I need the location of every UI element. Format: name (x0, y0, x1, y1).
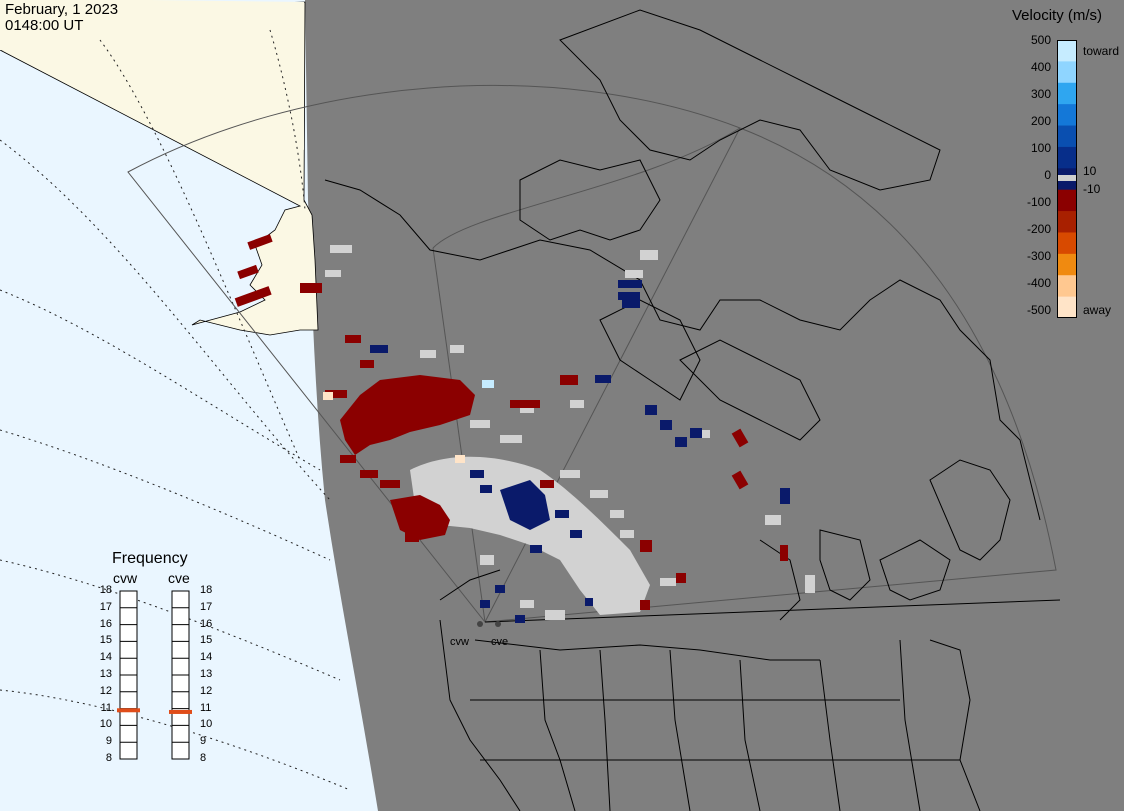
frequency-tick-label: 8 (200, 752, 207, 764)
frequency-tick-label: 18 (99, 584, 112, 596)
colorbar-segment (1057, 40, 1077, 62)
frequency-bars (117, 590, 192, 760)
colorbar-segment (1057, 125, 1077, 148)
frequency-tick-label: 17 (200, 600, 213, 613)
frequency-tick-label: 11 (200, 701, 212, 714)
velocity-tick-label: -300 (1026, 249, 1051, 263)
date-label: February, 1 2023 (5, 1, 119, 18)
coastlines (324, 9, 1061, 811)
velocity-tick-label: -200 (1026, 222, 1051, 236)
colorbar-segment (1057, 296, 1077, 318)
colorbar-segment (1057, 275, 1077, 298)
frequency-title: Frequency (112, 550, 188, 567)
radar-cve-label: cve (168, 570, 190, 586)
velocity-away (234, 234, 788, 610)
frequency-tick-label: 8 (105, 752, 112, 764)
colorbar-segment (1057, 211, 1077, 233)
frequency-indicator (169, 709, 192, 714)
colorbar-zero-band (1057, 175, 1077, 181)
velocity-tick-label: 200 (1030, 114, 1051, 128)
frequency-tick-label: 15 (99, 634, 112, 647)
velocity-tick-label: -500 (1026, 303, 1051, 317)
alaska-north (0, 0, 304, 150)
frequency-tick-label: 10 (99, 718, 112, 731)
frequency-tick-label: 13 (200, 668, 213, 680)
ground-scatter (325, 245, 815, 620)
frequency-tick-label: 12 (99, 684, 112, 697)
frequency-tick-label: 9 (105, 735, 112, 748)
velocity-tick-label: 400 (1030, 60, 1051, 74)
frequency-tick-label: 9 (200, 735, 207, 748)
velocity-colorbar (1057, 40, 1077, 318)
frequency-tick-label: 11 (100, 701, 112, 714)
velocity-tick-label: 100 (1030, 141, 1051, 155)
frequency-tick-label: 18 (200, 584, 213, 596)
colorbar-segment (1057, 104, 1077, 127)
velocity-highlights (323, 380, 494, 463)
frequency-tick-label: 14 (200, 651, 213, 664)
colorbar-segment (1057, 189, 1077, 212)
time-label: 0148:00 UT (5, 17, 84, 34)
frequency-tick-label: 15 (200, 634, 213, 647)
velocity-legend-title: Velocity (m/s) (1012, 7, 1103, 24)
colorbar-segment (1057, 232, 1077, 255)
velocity-tick-label: 0 (1044, 168, 1051, 182)
frequency-tick-label: 16 (99, 617, 112, 630)
colorbar-segment (1057, 253, 1077, 276)
frequency-tick-label: 16 (200, 617, 213, 630)
colorbar-segment (1057, 61, 1077, 84)
toward-label: toward (1083, 44, 1120, 58)
site-cve-label: cve (491, 636, 509, 648)
frequency-tick-label: 10 (200, 718, 213, 731)
colorbar-segment (1057, 82, 1077, 105)
velocity-tick-label: 300 (1030, 87, 1051, 101)
colorbar-segment (1057, 146, 1077, 169)
plus10-label: 10 (1083, 164, 1097, 178)
frequency-tick-label: 13 (99, 668, 112, 680)
velocity-tick-label: -100 (1026, 195, 1051, 209)
minus10-label: -10 (1083, 182, 1101, 196)
site-cvw-label: cvw (450, 636, 469, 648)
night-region (305, 0, 1124, 811)
frequency-indicator (117, 708, 140, 713)
velocity-toward (370, 280, 790, 623)
grid-lines (0, 29, 351, 791)
velocity-tick-label: 500 (1030, 33, 1051, 47)
frequency-tick-label: 14 (99, 651, 112, 664)
away-label: away (1083, 303, 1112, 317)
velocity-tick-label: -400 (1026, 276, 1051, 290)
radar-sites (477, 621, 501, 627)
frequency-tick-label: 17 (99, 600, 112, 613)
frequency-tick-label: 12 (200, 684, 213, 697)
radar-cvw-label: cvw (113, 570, 138, 586)
